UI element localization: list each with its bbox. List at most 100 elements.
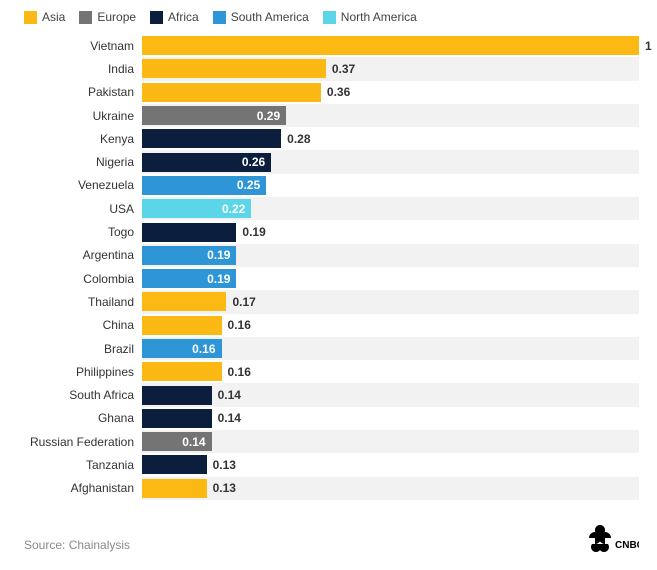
bar: 0.14	[142, 386, 212, 405]
bar-track: 0.36	[142, 81, 639, 104]
bar: 0.16	[142, 316, 222, 335]
bar: 0.14	[142, 432, 212, 451]
legend-item: Asia	[24, 10, 65, 24]
chart-row: Russian Federation 0.14	[10, 430, 639, 453]
bar-track: 0.14	[142, 383, 639, 406]
bar-value: 0.26	[242, 155, 265, 169]
chart-row: Venezuela 0.25	[10, 174, 639, 197]
chart-row: Ghana0.14	[10, 407, 639, 430]
row-label: Ukraine	[10, 104, 142, 127]
row-label: USA	[10, 197, 142, 220]
bar-value: 0.14	[182, 435, 205, 449]
row-label: Philippines	[10, 360, 142, 383]
chart-row: India 0.37	[10, 57, 639, 80]
chart-footer: Source: Chainalysis CNBC	[10, 524, 639, 552]
row-label: Argentina	[10, 244, 142, 267]
bar-chart: Vietnam1India0.37Pakistan0.36Ukraine0.29…	[10, 34, 639, 500]
chart-row: Colombia0.19	[10, 267, 639, 290]
bar-track: 0.13	[142, 477, 639, 500]
bar-value: 0.14	[218, 411, 241, 425]
bar: 0.36	[142, 83, 321, 102]
bar: 0.16	[142, 339, 222, 358]
bar-value: 0.22	[222, 202, 245, 216]
legend-label: Asia	[42, 10, 65, 24]
row-label: Brazil	[10, 337, 142, 360]
bar-track: 0.16	[142, 314, 639, 337]
chart-row: Tanzania0.13	[10, 453, 639, 476]
bar: 0.29	[142, 106, 286, 125]
bar: 0.26	[142, 153, 271, 172]
row-label: Nigeria	[10, 150, 142, 173]
chart-row: China0.16	[10, 314, 639, 337]
bar: 0.19	[142, 269, 236, 288]
row-label: India	[10, 57, 142, 80]
bar: 0.16	[142, 362, 222, 381]
bar: 0.22	[142, 199, 251, 218]
bar-value: 0.37	[332, 62, 355, 76]
bar: 0.14	[142, 409, 212, 428]
bar-value: 0.19	[207, 248, 230, 262]
bar-value: 0.17	[232, 295, 255, 309]
bar-value: 0.25	[237, 178, 260, 192]
bar-track: 0.25	[142, 174, 639, 197]
chart-row: Kenya0.28	[10, 127, 639, 150]
legend-swatch	[213, 11, 226, 24]
bar-value: 0.14	[218, 388, 241, 402]
bar-track: 0.26	[142, 150, 639, 173]
row-label: Afghanistan	[10, 477, 142, 500]
chart-row: USA 0.22	[10, 197, 639, 220]
legend-label: Africa	[168, 10, 199, 24]
legend-item: Africa	[150, 10, 199, 24]
row-label: Thailand	[10, 290, 142, 313]
chart-row: Togo0.19	[10, 220, 639, 243]
legend-label: North America	[341, 10, 417, 24]
bar-track: 0.13	[142, 453, 639, 476]
bar: 0.19	[142, 223, 236, 242]
legend-swatch	[24, 11, 37, 24]
chart-row: Ukraine 0.29	[10, 104, 639, 127]
bar-value: 0.29	[257, 109, 280, 123]
bar-value: 0.36	[327, 85, 350, 99]
bar: 0.13	[142, 479, 207, 498]
bar-track: 1	[142, 34, 639, 57]
legend-swatch	[150, 11, 163, 24]
bar-track: 0.28	[142, 127, 639, 150]
bar-track: 0.37	[142, 57, 639, 80]
legend-item: North America	[323, 10, 417, 24]
bar-track: 0.19	[142, 220, 639, 243]
bar-track: 0.19	[142, 244, 639, 267]
bar-track: 0.22	[142, 197, 639, 220]
bar: 0.25	[142, 176, 266, 195]
bar-value: 0.28	[287, 132, 310, 146]
bar-value: 0.13	[213, 458, 236, 472]
row-label: Vietnam	[10, 34, 142, 57]
chart-row: Philippines0.16	[10, 360, 639, 383]
legend-swatch	[323, 11, 336, 24]
chart-row: Thailand 0.17	[10, 290, 639, 313]
row-label: China	[10, 314, 142, 337]
bar-track: 0.14	[142, 407, 639, 430]
chart-row: Pakistan0.36	[10, 81, 639, 104]
row-label: South Africa	[10, 383, 142, 406]
chart-row: Afghanistan0.13	[10, 477, 639, 500]
bar-value: 1	[645, 39, 652, 53]
legend-item: South America	[213, 10, 309, 24]
chart-row: Argentina 0.19	[10, 244, 639, 267]
bar-value: 0.13	[213, 481, 236, 495]
bar: 0.19	[142, 246, 236, 265]
row-label: Togo	[10, 220, 142, 243]
bar: 0.28	[142, 129, 281, 148]
bar-track: 0.14	[142, 430, 639, 453]
source-text: Source: Chainalysis	[24, 538, 130, 552]
row-label: Russian Federation	[10, 430, 142, 453]
chart-row: South Africa0.14	[10, 383, 639, 406]
row-label: Pakistan	[10, 81, 142, 104]
bar: 0.13	[142, 455, 207, 474]
row-label: Colombia	[10, 267, 142, 290]
legend-label: South America	[231, 10, 309, 24]
bar-track: 0.19	[142, 267, 639, 290]
cnbc-logo-icon: CNBC	[585, 524, 639, 552]
row-label: Kenya	[10, 127, 142, 150]
bar-value: 0.16	[192, 342, 215, 356]
row-label: Venezuela	[10, 174, 142, 197]
